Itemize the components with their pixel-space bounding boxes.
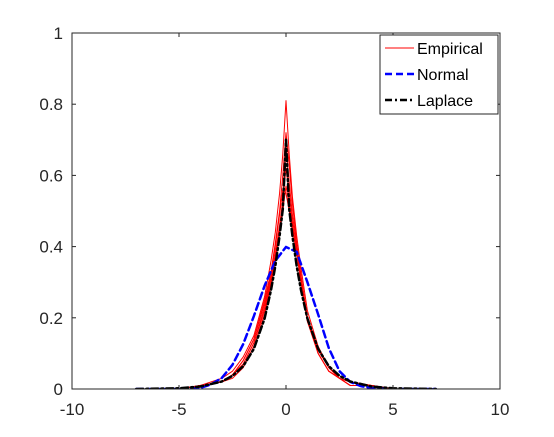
y-tick-label: 0.8 [39,95,63,114]
x-tick-label: 10 [491,400,510,419]
y-tick-label: 0.6 [39,166,63,185]
series-line-empirical [135,185,437,389]
x-tick-label: -10 [60,400,85,419]
legend-label-laplace: Laplace [417,93,473,110]
y-tick-label: 1 [54,24,63,43]
y-tick-label: 0 [54,380,63,399]
x-tick-label: -5 [171,400,186,419]
x-tick-label: 0 [281,400,290,419]
x-tick-label: 5 [388,400,397,419]
y-tick-label: 0.2 [39,309,63,328]
series-layer [134,100,438,389]
legend: Empirical Normal Laplace [379,34,499,115]
series-line-laplace [134,138,438,389]
legend-label-empirical: Empirical [417,41,483,58]
axes-layer: -10 -5 0 5 10 0 0.2 0.4 0.6 0.8 1 [39,24,509,419]
y-tick-label: 0.4 [39,238,63,257]
legend-label-normal: Normal [417,67,469,84]
